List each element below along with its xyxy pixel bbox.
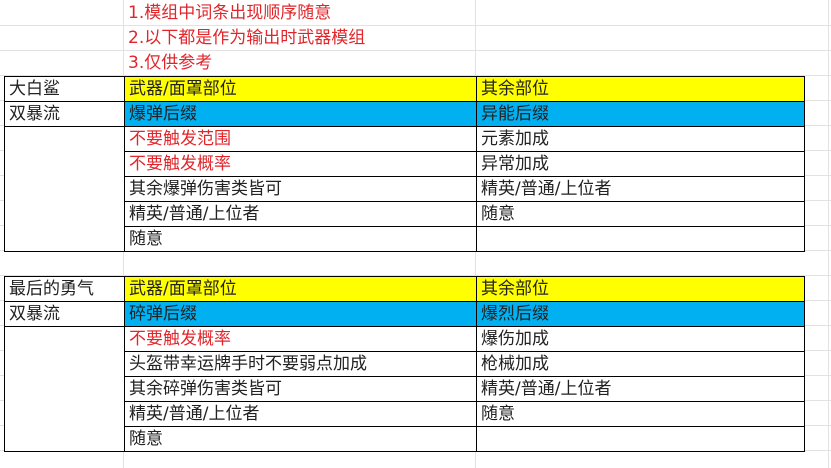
header-weapon-cell[interactable]: 武器/面罩部位 (124, 76, 477, 102)
note-2[interactable]: 2.以下都是作为输出时武器模组 (128, 28, 366, 48)
other-requirement-cell[interactable]: 随意 (476, 401, 805, 427)
weapon-requirement-cell[interactable]: 随意 (124, 226, 477, 252)
weapon-requirement-cell[interactable]: 随意 (124, 426, 477, 452)
weapon-requirement-cell[interactable]: 精英/普通/上位者 (124, 401, 477, 427)
merged-empty-cell[interactable] (4, 326, 125, 452)
note-3[interactable]: 3.仅供参考 (128, 53, 213, 73)
suffix-weapon-cell[interactable]: 碎弹后缀 (124, 301, 477, 327)
build-name-cell[interactable]: 最后的勇气 (4, 276, 125, 302)
weapon-requirement-cell[interactable]: 其余爆弹伤害类皆可 (124, 176, 477, 202)
weapon-requirement-cell[interactable]: 不要触发范围 (124, 126, 477, 152)
other-requirement-cell[interactable]: 随意 (476, 201, 805, 227)
merged-empty-cell[interactable] (4, 126, 125, 252)
other-requirement-cell[interactable]: 精英/普通/上位者 (476, 176, 805, 202)
build-type-cell[interactable]: 双暴流 (4, 101, 125, 127)
build-name-cell[interactable]: 大白鲨 (4, 76, 125, 102)
other-requirement-cell[interactable]: 爆伤加成 (476, 326, 805, 352)
header-other-cell[interactable]: 其余部位 (476, 76, 805, 102)
other-requirement-cell[interactable]: 元素加成 (476, 126, 805, 152)
suffix-weapon-cell[interactable]: 爆弹后缀 (124, 101, 477, 127)
build-type-cell[interactable]: 双暴流 (4, 301, 125, 327)
weapon-requirement-cell[interactable]: 不要触发概率 (124, 326, 477, 352)
weapon-requirement-cell[interactable]: 其余碎弹伤害类皆可 (124, 376, 477, 402)
other-requirement-cell[interactable]: 精英/普通/上位者 (476, 376, 805, 402)
weapon-requirement-cell[interactable]: 精英/普通/上位者 (124, 201, 477, 227)
weapon-requirement-cell[interactable]: 不要触发概率 (124, 151, 477, 177)
note-1[interactable]: 1.模组中词条出现顺序随意 (128, 3, 332, 23)
other-requirement-cell[interactable]: 异常加成 (476, 151, 805, 177)
header-other-cell[interactable]: 其余部位 (476, 276, 805, 302)
weapon-requirement-cell[interactable]: 头盔带幸运牌手时不要弱点加成 (124, 351, 477, 377)
other-requirement-cell[interactable] (476, 226, 805, 252)
other-requirement-cell[interactable] (476, 426, 805, 452)
other-requirement-cell[interactable]: 枪械加成 (476, 351, 805, 377)
suffix-other-cell[interactable]: 爆烈后缀 (476, 301, 805, 327)
header-weapon-cell[interactable]: 武器/面罩部位 (124, 276, 477, 302)
suffix-other-cell[interactable]: 异能后缀 (476, 101, 805, 127)
